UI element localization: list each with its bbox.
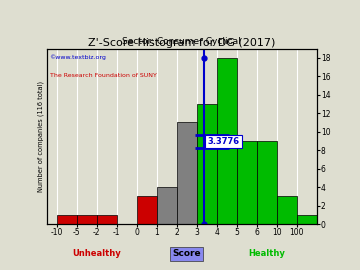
Text: 3.3776: 3.3776 bbox=[207, 137, 239, 146]
Text: ©www.textbiz.org: ©www.textbiz.org bbox=[50, 54, 106, 59]
Text: Unhealthy: Unhealthy bbox=[72, 249, 121, 258]
Bar bbox=[157, 187, 177, 224]
Bar bbox=[77, 215, 97, 224]
Bar bbox=[277, 196, 297, 224]
Bar bbox=[197, 104, 217, 224]
Bar bbox=[257, 141, 277, 224]
Bar bbox=[57, 215, 77, 224]
Text: Score: Score bbox=[172, 249, 201, 258]
Bar bbox=[177, 123, 197, 224]
Bar bbox=[97, 215, 117, 224]
Bar bbox=[217, 58, 237, 224]
Bar bbox=[137, 196, 157, 224]
Text: Sector: Consumer Cyclical: Sector: Consumer Cyclical bbox=[122, 37, 241, 46]
Title: Z'-Score Histogram for DG (2017): Z'-Score Histogram for DG (2017) bbox=[88, 38, 275, 48]
Text: The Research Foundation of SUNY: The Research Foundation of SUNY bbox=[50, 73, 156, 78]
Text: Healthy: Healthy bbox=[248, 249, 285, 258]
Bar bbox=[237, 141, 257, 224]
Bar bbox=[297, 215, 317, 224]
Y-axis label: Number of companies (116 total): Number of companies (116 total) bbox=[37, 81, 44, 192]
